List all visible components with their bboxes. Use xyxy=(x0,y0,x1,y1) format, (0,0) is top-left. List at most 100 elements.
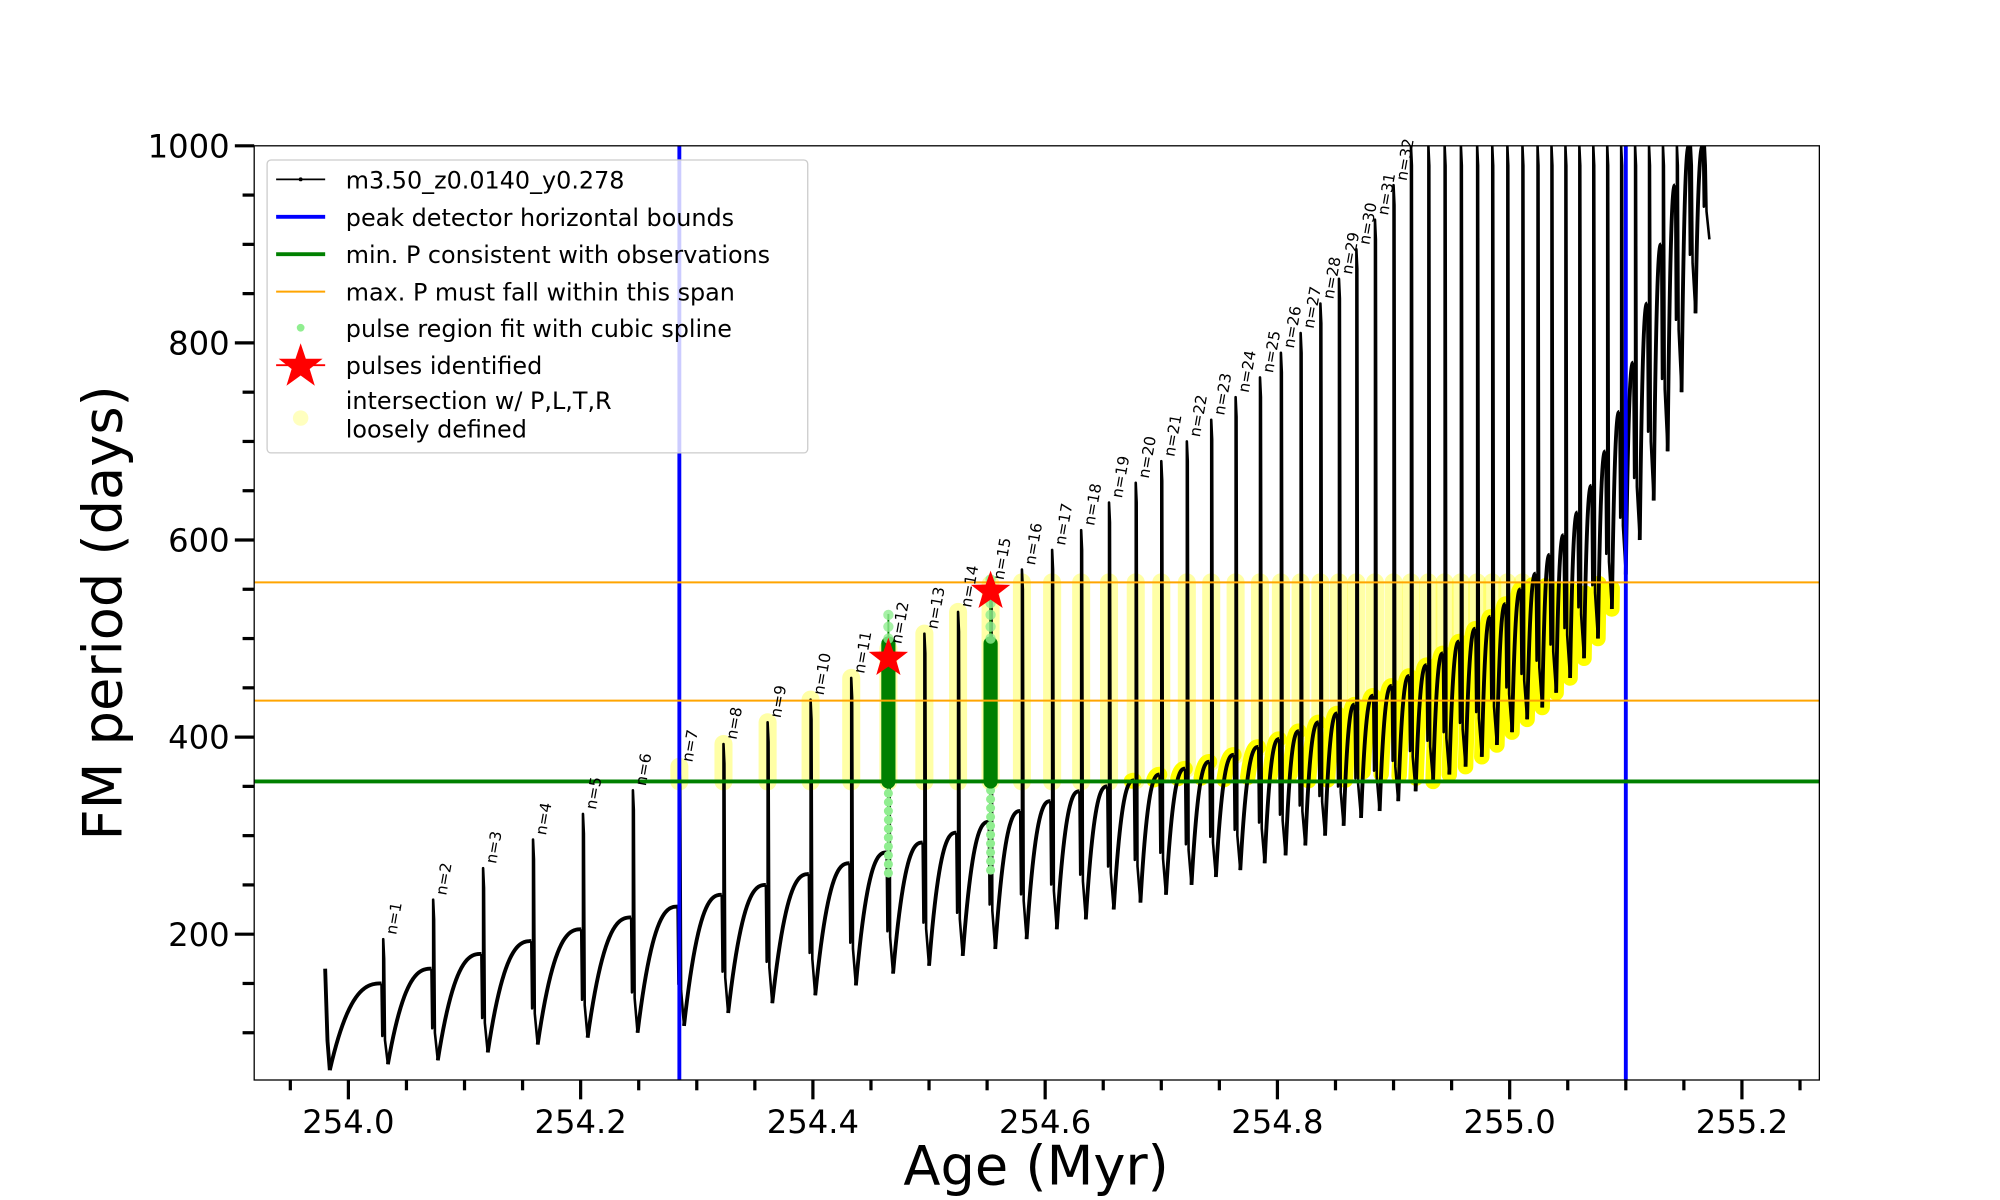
spline-fit-point xyxy=(986,847,996,857)
track-segment xyxy=(1534,145,1544,708)
legend-entry-orange: max. P must fall within this span xyxy=(276,279,735,307)
track-segment xyxy=(1297,331,1307,846)
spline-fit-point xyxy=(985,621,996,632)
track-segment xyxy=(1494,602,1508,746)
spline-fit-point xyxy=(883,797,893,807)
svg-text:pulses identified: pulses identified xyxy=(346,352,542,380)
track-segment xyxy=(726,882,767,1014)
y-tick-label: 400 xyxy=(168,719,230,757)
spline-fit-point xyxy=(883,850,893,860)
track-segment xyxy=(1323,711,1339,836)
svg-text:max. P must fall within this s: max. P must fall within this span xyxy=(346,279,735,307)
pulse-label: n=3 xyxy=(482,830,505,865)
track-segment xyxy=(1479,614,1493,757)
track-segment xyxy=(1083,784,1109,920)
track-segment xyxy=(1317,302,1327,836)
y-tick-label: 600 xyxy=(168,522,230,560)
spline-fit-point xyxy=(985,609,996,621)
star-icon xyxy=(278,343,323,386)
track-segment xyxy=(927,830,958,966)
track-segment xyxy=(921,632,931,966)
y-tick-label: 800 xyxy=(168,325,230,363)
track-segment xyxy=(993,809,1022,950)
legend-entry-green: min. P consistent with observations xyxy=(276,241,770,269)
track-segment xyxy=(1054,789,1081,930)
legend-frame xyxy=(266,159,809,454)
track-segment xyxy=(1687,145,1697,314)
track-segment xyxy=(1463,626,1477,767)
track-segment xyxy=(435,951,482,1061)
track-segment xyxy=(682,892,723,1027)
legend-entry-blue: peak detector horizontal bounds xyxy=(276,204,734,232)
track-segment xyxy=(1504,145,1514,733)
x-tick-label: 255.0 xyxy=(1464,1103,1556,1141)
track-segment xyxy=(485,939,532,1053)
x-tick-label: 255.2 xyxy=(1696,1103,1788,1141)
track-segment xyxy=(1353,247,1363,819)
track-segment xyxy=(1562,145,1572,679)
pulse-label: n=6 xyxy=(632,752,655,787)
track-segment xyxy=(1425,145,1435,782)
y-tick-label: 200 xyxy=(168,916,230,954)
spline-fit-point xyxy=(986,803,996,813)
track-segment xyxy=(1371,218,1381,812)
track-segment xyxy=(1018,568,1028,940)
spline-fit-point xyxy=(883,806,893,816)
spline-fit-point xyxy=(883,859,893,869)
svg-text:min. P consistent with observa: min. P consistent with observations xyxy=(346,241,770,269)
track-segment xyxy=(1024,799,1052,940)
track-segment xyxy=(1335,277,1345,826)
track-segment xyxy=(629,789,639,1033)
spline-fit-point xyxy=(883,788,893,798)
x-tick-label: 254.0 xyxy=(302,1103,394,1141)
spline-fit-point xyxy=(883,621,894,632)
identified-pulse-star xyxy=(868,637,909,675)
track-segment xyxy=(430,898,440,1061)
y-axis-label: FM period (days) xyxy=(71,385,134,840)
x-axis: 254.0 254.2 254.4 254.6 254.8 255.0 255.2 xyxy=(288,1080,1802,1141)
track-segment xyxy=(1659,145,1669,452)
x-axis-label: Age (Myr) xyxy=(903,1135,1168,1198)
track-segment xyxy=(955,610,964,956)
spline-fit-point xyxy=(986,821,996,831)
track-segment xyxy=(635,904,678,1033)
pulse-label: n=8 xyxy=(723,706,746,741)
legend-entry-intersection: intersection w/ P,L,T,R loosely defined xyxy=(292,387,612,443)
track-segment xyxy=(720,742,730,1014)
legend: m3.50_z0.0140_y0.278 peak detector horiz… xyxy=(266,159,809,454)
track-segment xyxy=(1238,745,1260,871)
track-segment xyxy=(1576,145,1586,659)
svg-text:peak detector horizontal bound: peak detector horizontal bounds xyxy=(346,204,734,232)
track-segment xyxy=(1262,737,1281,864)
track-segment xyxy=(1457,145,1467,767)
track-segment xyxy=(1283,729,1301,856)
track-segment xyxy=(1604,145,1614,610)
spline-fit-point xyxy=(883,868,893,878)
track-segment xyxy=(1632,145,1642,541)
plot-area xyxy=(254,145,1820,1080)
track-segment xyxy=(1138,772,1161,903)
spline-fit-point xyxy=(883,609,894,621)
track-segment xyxy=(853,850,888,986)
x-tick-label: 254.6 xyxy=(999,1103,1091,1141)
x-tick-label: 254.4 xyxy=(767,1103,859,1141)
track-segment xyxy=(770,872,810,1004)
track-segment xyxy=(1447,639,1461,775)
spline-fit-point xyxy=(986,812,996,822)
track-segment xyxy=(1158,459,1168,895)
track-segment xyxy=(327,981,382,1071)
track-segment xyxy=(1441,145,1451,775)
svg-text:pulse region fit with cubic sp: pulse region fit with cubic spline xyxy=(346,315,732,343)
spline-fit-point xyxy=(883,833,893,843)
pulse-label: n=1 xyxy=(382,901,405,936)
track-segment xyxy=(1413,663,1429,792)
spline-fit-point xyxy=(883,815,893,825)
track-segment xyxy=(1164,766,1187,895)
track-segment xyxy=(813,861,850,996)
track-segment xyxy=(1208,418,1218,878)
spline-fit-point xyxy=(985,633,996,644)
track-segment xyxy=(1390,183,1400,802)
svg-text:loosely defined: loosely defined xyxy=(346,415,527,443)
track-segment xyxy=(1232,395,1242,871)
track-segment xyxy=(1396,674,1411,802)
